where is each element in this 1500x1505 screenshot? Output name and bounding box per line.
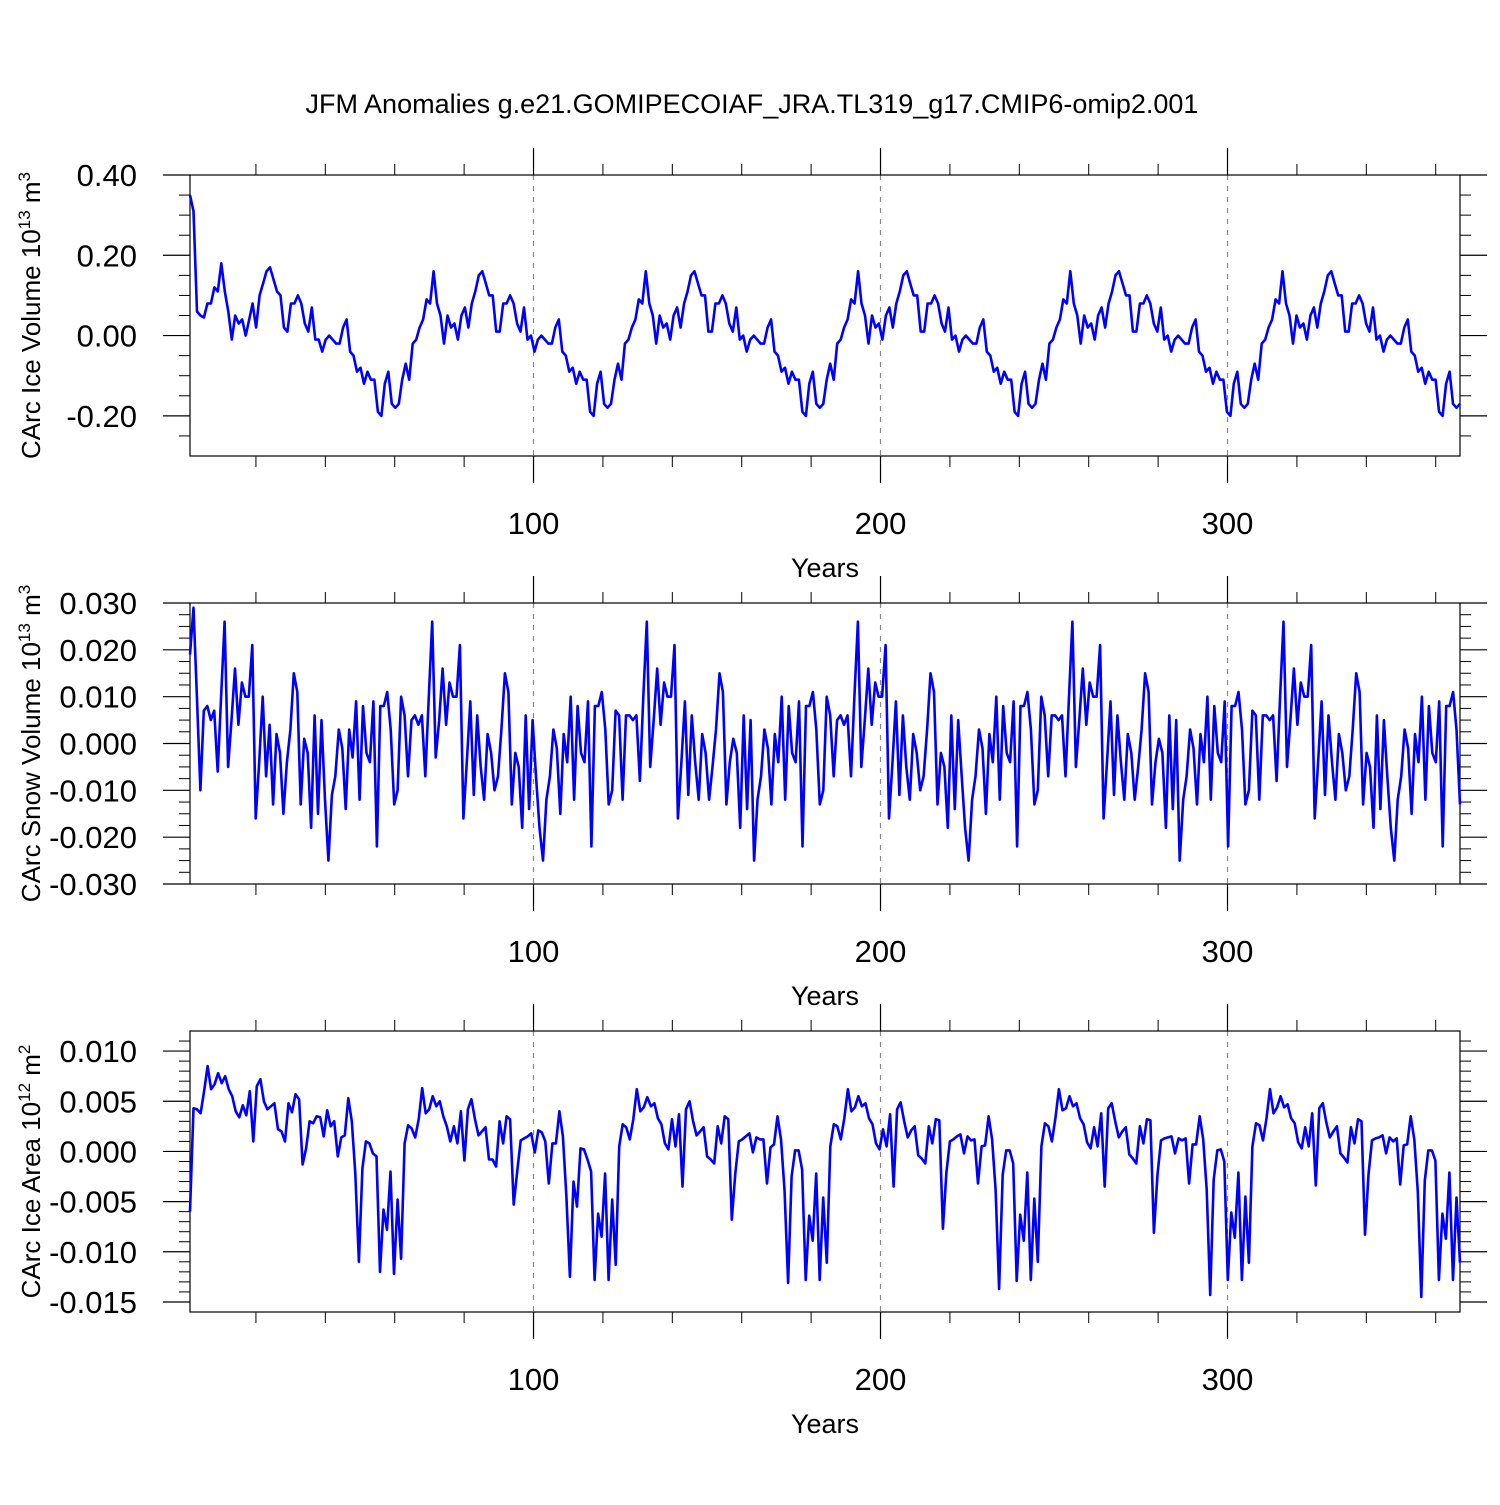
y-tick-label: 0.010	[59, 1034, 137, 1069]
series-line-ice-area	[188, 1064, 1462, 1299]
y-tick-label: 0.20	[77, 238, 137, 273]
x-axis-label: Years	[791, 1409, 859, 1439]
panel-ice-area: 100 200 300 -0.015 -0.010 -0.005 0.000 0.005 0.0…	[15, 1004, 1487, 1439]
x-tick-label: 300	[1202, 506, 1254, 541]
figure-title: JFM Anomalies g.e21.GOMIPECOIAF_JRA.TL31…	[306, 89, 1199, 119]
panel-snow-volume: 100 200 300 -0.030 -0.020 -0.010 0.000 0.010 0.0…	[15, 576, 1487, 1011]
y-tick-label: 0.000	[59, 727, 137, 762]
y-tick-label: 0.030	[59, 586, 137, 621]
x-tick-label: 200	[855, 934, 907, 969]
x-axis-label: Years	[791, 553, 859, 583]
y-tick-label: -0.015	[49, 1285, 137, 1320]
x-tick-label: 100	[508, 1362, 560, 1397]
y-tick-label: 0.005	[59, 1084, 137, 1119]
series-line-ice-volume	[188, 194, 1461, 418]
x-tick-label: 300	[1202, 934, 1254, 969]
y-tick-label: -0.010	[49, 1235, 137, 1270]
x-tick-label: 100	[508, 506, 560, 541]
x-tick-label: 100	[508, 934, 560, 969]
panel-ice-volume: 100 200 300 -0.20 0.00 0.20 0.40 Years CArc Ice …	[15, 148, 1487, 583]
y-tick-label: 0.010	[59, 680, 137, 715]
y-tick-label: 0.00	[77, 319, 137, 354]
y-tick-label: 0.40	[77, 158, 137, 193]
y-tick-label: 0.020	[59, 633, 137, 668]
y-tick-label: -0.010	[49, 773, 137, 808]
y-tick-label: -0.20	[66, 399, 137, 434]
y-axis-label: CArc Ice Area 1012 m2	[15, 1045, 46, 1299]
y-tick-label: -0.030	[49, 867, 137, 902]
y-tick-label: -0.005	[49, 1185, 137, 1220]
x-axis-label: Years	[791, 981, 859, 1011]
x-tick-label: 200	[855, 506, 907, 541]
series-line-snow-volume	[188, 606, 1462, 862]
y-tick-label: 0.000	[59, 1134, 137, 1169]
x-tick-label: 300	[1202, 1362, 1254, 1397]
y-axis-label: CArc Ice Volume 1013 m3	[15, 172, 46, 459]
y-tick-label: -0.020	[49, 820, 137, 855]
y-axis-label: CArc Snow Volume 1013 m3	[15, 585, 46, 902]
x-tick-label: 200	[855, 1362, 907, 1397]
